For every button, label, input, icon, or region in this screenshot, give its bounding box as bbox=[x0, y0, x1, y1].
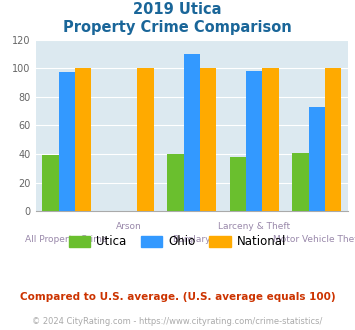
Bar bbox=[75, 68, 91, 211]
Text: Burglary: Burglary bbox=[173, 235, 211, 244]
Bar bbox=[167, 154, 184, 211]
Bar bbox=[230, 157, 246, 211]
Text: Arson: Arson bbox=[116, 222, 142, 231]
Bar bbox=[246, 71, 262, 211]
Bar bbox=[42, 155, 59, 211]
Text: Property Crime Comparison: Property Crime Comparison bbox=[63, 20, 292, 35]
Text: Motor Vehicle Theft: Motor Vehicle Theft bbox=[273, 235, 355, 244]
Bar bbox=[137, 68, 154, 211]
Text: Compared to U.S. average. (U.S. average equals 100): Compared to U.S. average. (U.S. average … bbox=[20, 292, 335, 302]
Bar bbox=[200, 68, 216, 211]
Bar bbox=[308, 107, 325, 211]
Legend: Utica, Ohio, National: Utica, Ohio, National bbox=[65, 231, 290, 253]
Bar bbox=[184, 54, 200, 211]
Text: Larceny & Theft: Larceny & Theft bbox=[218, 222, 290, 231]
Text: All Property Crime: All Property Crime bbox=[26, 235, 108, 244]
Bar bbox=[292, 152, 308, 211]
Text: 2019 Utica: 2019 Utica bbox=[133, 2, 222, 16]
Bar bbox=[262, 68, 279, 211]
Bar bbox=[325, 68, 341, 211]
Bar bbox=[59, 73, 75, 211]
Text: © 2024 CityRating.com - https://www.cityrating.com/crime-statistics/: © 2024 CityRating.com - https://www.city… bbox=[32, 317, 323, 326]
